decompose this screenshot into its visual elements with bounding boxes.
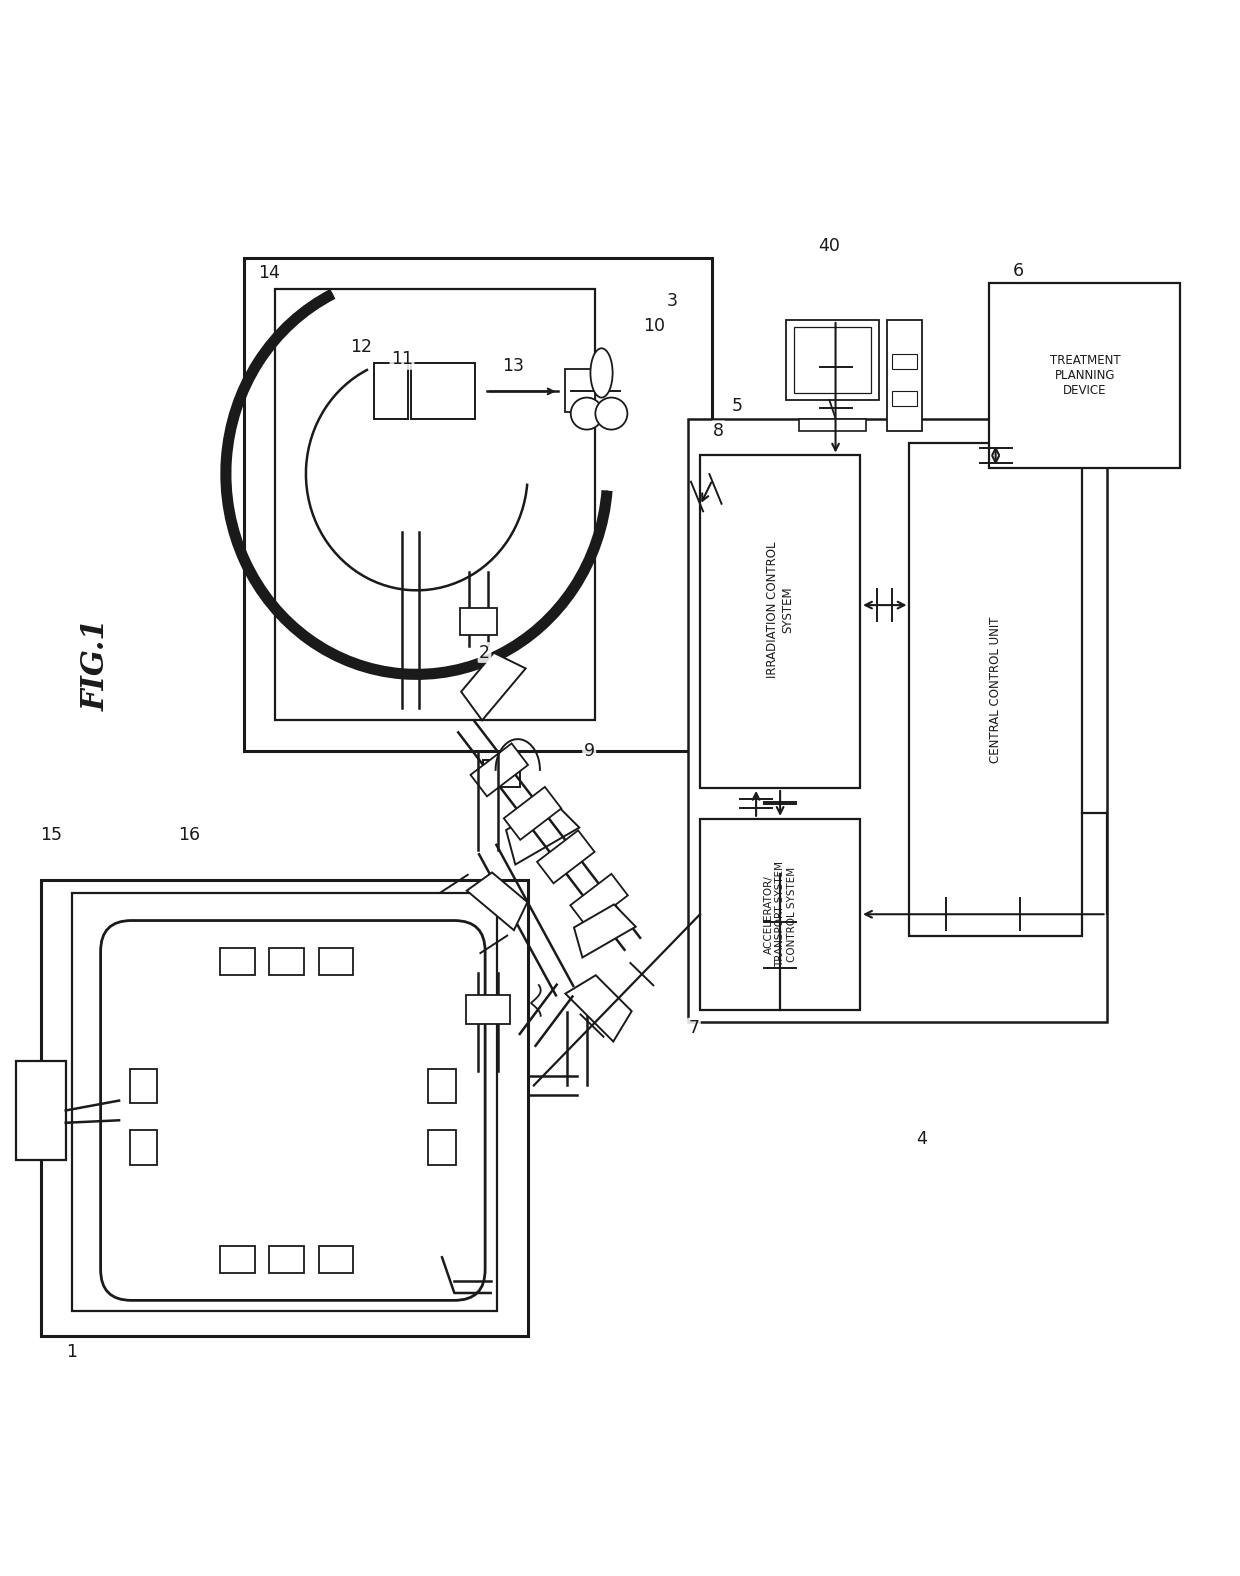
Bar [275,288,595,720]
Text: 11: 11 [391,350,413,369]
Text: 7: 7 [688,1020,699,1037]
Polygon shape [130,1069,157,1103]
Polygon shape [565,976,631,1042]
Polygon shape [319,1247,353,1273]
Polygon shape [130,1130,157,1165]
Bar [794,328,872,392]
Bar [786,320,879,400]
Polygon shape [460,608,497,635]
Bar [410,362,475,419]
Text: 40: 40 [818,236,841,255]
Polygon shape [319,947,353,974]
Text: TREATMENT
PLANNING
DEVICE: TREATMENT PLANNING DEVICE [1049,355,1120,397]
Polygon shape [466,873,527,930]
Bar [688,419,1106,1021]
Text: 9: 9 [584,742,595,760]
Bar [990,284,1180,468]
Bar [909,443,1081,936]
Polygon shape [570,873,627,927]
Bar [41,881,528,1336]
Text: IRRADIATION CONTROL
SYSTEM: IRRADIATION CONTROL SYSTEM [766,541,794,678]
Polygon shape [537,831,595,883]
Polygon shape [465,994,510,1024]
Polygon shape [269,1247,304,1273]
Bar [701,820,861,1010]
Circle shape [570,397,603,430]
Polygon shape [221,1247,254,1273]
Text: 4: 4 [916,1130,928,1147]
Text: 10: 10 [644,317,666,336]
Text: 6: 6 [1012,262,1023,279]
Ellipse shape [590,348,613,397]
Polygon shape [484,760,521,786]
Bar [244,258,712,752]
Text: 14: 14 [258,265,280,282]
Bar [893,355,916,369]
Polygon shape [470,744,528,796]
Bar [72,892,497,1311]
Bar [888,320,921,430]
FancyBboxPatch shape [100,920,485,1300]
Polygon shape [574,905,636,958]
Text: 15: 15 [40,826,62,843]
Text: CENTRAL CONTROL UNIT: CENTRAL CONTROL UNIT [990,616,1002,763]
Bar [373,362,408,419]
Text: 5: 5 [732,397,743,414]
Polygon shape [429,1130,455,1165]
Text: ACCELERATOR/
TRANSPORT SYSTEM
CONTROL SYSTEM: ACCELERATOR/ TRANSPORT SYSTEM CONTROL SY… [764,860,797,968]
Text: 16: 16 [177,826,200,843]
Polygon shape [269,947,304,974]
Text: FIG.1: FIG.1 [81,618,112,711]
Text: 2: 2 [479,643,490,662]
Bar [799,419,867,430]
Text: 12: 12 [351,339,372,356]
Polygon shape [429,1069,455,1103]
Polygon shape [221,947,254,974]
Text: 3: 3 [666,293,677,310]
Text: 13: 13 [502,356,523,375]
Bar [893,391,916,407]
Text: 8: 8 [713,422,724,440]
Polygon shape [461,652,526,720]
Bar [16,1061,66,1160]
Bar [564,369,595,413]
Polygon shape [506,802,579,865]
Bar [701,455,861,788]
Polygon shape [503,786,562,840]
Text: 1: 1 [67,1343,77,1362]
Circle shape [595,397,627,430]
